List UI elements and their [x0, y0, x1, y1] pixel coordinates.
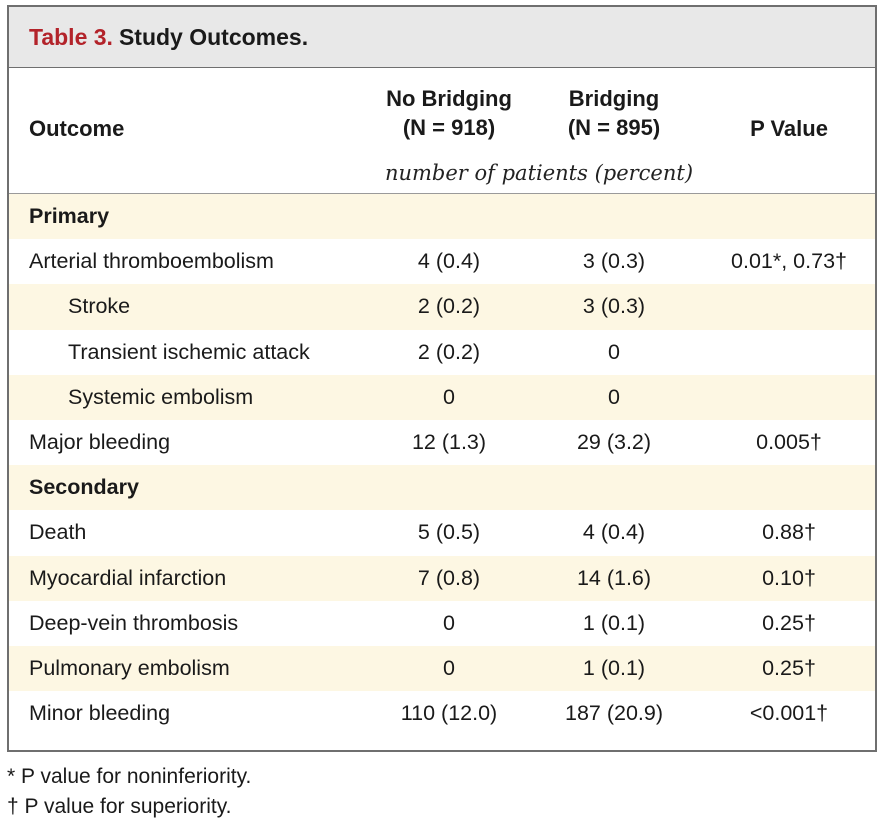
cell-bridging: 0	[608, 384, 620, 409]
row-label: Myocardial infarction	[29, 565, 227, 590]
table-number: Table 3.	[29, 23, 113, 50]
cell-p-value: 0.88†	[762, 520, 816, 545]
cell-bridging: 0	[608, 339, 620, 364]
row-label: Pulmonary embolism	[29, 655, 230, 680]
cell-no-bridging: 4 (0.4)	[417, 249, 481, 274]
cell-p-value: <0.001†	[749, 701, 829, 726]
cell-bridging: 14 (1.6)	[576, 565, 652, 590]
row-label: Systemic embolism	[68, 384, 254, 409]
row-label: Minor bleeding	[29, 701, 171, 726]
cell-bridging: 4 (0.4)	[582, 520, 646, 545]
table-row: Minor bleeding 110 (12.0) 187 (20.9) <0.…	[9, 691, 875, 736]
cell-no-bridging: 110 (12.0)	[400, 701, 498, 726]
header-no-bridging-n: (N = 918)	[402, 115, 496, 140]
table-row: Death 5 (0.5) 4 (0.4) 0.88†	[9, 510, 875, 555]
header-outcome: Outcome	[29, 116, 125, 141]
footnote-superiority: † P value for superiority.	[7, 795, 232, 818]
header-bridging: Bridging (N = 895)	[524, 84, 704, 142]
header-units: number of patients (percent)	[384, 161, 694, 185]
table-row: Major bleeding 12 (1.3) 29 (3.2) 0.005†	[9, 420, 875, 465]
cell-bridging: 187 (20.9)	[564, 701, 663, 726]
cell-p-value: 0.10†	[762, 565, 816, 590]
header-no-bridging-label: No Bridging	[386, 86, 512, 111]
row-label: Death	[29, 520, 87, 545]
cell-no-bridging: 7 (0.8)	[417, 565, 481, 590]
table-row: Transient ischemic attack 2 (0.2) 0	[9, 330, 875, 375]
footnote-noninferiority: * P value for noninferiority.	[7, 765, 252, 788]
table-row: Arterial thromboembolism 4 (0.4) 3 (0.3)…	[9, 239, 875, 284]
section-label: Secondary	[29, 475, 139, 500]
table-row: Deep-vein thrombosis 0 1 (0.1) 0.25†	[9, 601, 875, 646]
cell-bridging: 3 (0.3)	[582, 249, 646, 274]
cell-no-bridging: 5 (0.5)	[417, 520, 481, 545]
row-label: Arterial thromboembolism	[29, 249, 274, 274]
cell-no-bridging: 0	[443, 384, 455, 409]
cell-bridging: 1 (0.1)	[582, 655, 646, 680]
table-title: Study Outcomes.	[118, 23, 309, 50]
row-label: Transient ischemic attack	[68, 339, 310, 364]
cell-p-value: 0.25†	[762, 655, 816, 680]
section-label: Primary	[29, 204, 110, 228]
header-bridging-label: Bridging	[568, 86, 660, 111]
cell-no-bridging: 0	[443, 655, 455, 680]
row-label: Major bleeding	[29, 429, 171, 454]
header-bridging-n: (N = 895)	[567, 115, 661, 140]
table-row: Systemic embolism 0 0	[9, 374, 875, 420]
cell-no-bridging: 0	[443, 610, 455, 635]
table-row: Myocardial infarction 7 (0.8) 14 (1.6) 0…	[9, 555, 875, 601]
table-row-primary: Primary	[9, 194, 875, 240]
cell-no-bridging: 2 (0.2)	[417, 294, 481, 319]
cell-no-bridging: 2 (0.2)	[417, 339, 481, 364]
table-frame: Table 3. Study Outcomes. Outcome No Brid…	[7, 5, 877, 752]
table-row-secondary: Secondary	[9, 465, 875, 511]
table-row: Pulmonary embolism 0 1 (0.1) 0.25†	[9, 645, 875, 692]
cell-p-value: 0.005†	[756, 429, 822, 454]
cell-p-value: 0.25†	[762, 610, 816, 635]
table-header: Outcome No Bridging (N = 918) Bridging (…	[9, 68, 875, 194]
cell-bridging: 29 (3.2)	[576, 429, 652, 454]
table-title-bar: Table 3. Study Outcomes.	[9, 7, 875, 68]
header-no-bridging: No Bridging (N = 918)	[354, 84, 544, 142]
cell-bridging: 3 (0.3)	[582, 294, 646, 319]
header-p-value: P Value	[750, 116, 828, 141]
cell-no-bridging: 12 (1.3)	[411, 429, 487, 454]
cell-bridging: 1 (0.1)	[582, 610, 646, 635]
table-row: Stroke 2 (0.2) 3 (0.3)	[9, 284, 875, 330]
row-label: Deep-vein thrombosis	[29, 610, 239, 635]
row-label: Stroke	[68, 294, 131, 319]
cell-p-value: 0.01*, 0.73†	[731, 249, 847, 274]
